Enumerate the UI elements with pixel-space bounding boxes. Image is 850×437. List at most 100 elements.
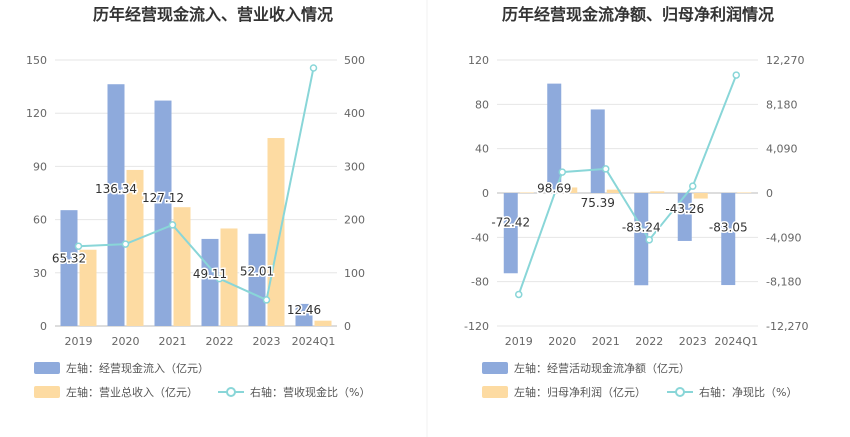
line-series-net-cash-ratio — [515, 71, 740, 299]
left-axis-tick-label: 40 — [475, 143, 489, 156]
chart-legend: 左轴：经营现金流入（亿元） 左轴：营业总收入（亿元） 右轴：营收现金比（%） — [34, 361, 370, 399]
right-axis-tick-label: 400 — [344, 107, 365, 120]
series-line — [517, 74, 738, 295]
right-axis-tick-label: 500 — [344, 54, 365, 67]
bar — [295, 303, 313, 326]
line-point — [515, 290, 523, 299]
chart-title: 历年经营现金流净额、归母净利润情况 — [502, 5, 774, 24]
right-axis-tick-label: 100 — [344, 267, 365, 280]
line-point — [645, 236, 653, 244]
bar — [154, 100, 172, 326]
bar — [563, 187, 578, 193]
legend-swatch-cash-inflow — [34, 362, 60, 374]
left-axis-tick-label: 0 — [40, 320, 47, 333]
left-axis-tick-label: 60 — [33, 214, 47, 227]
x-axis-tick-label: 2022 — [206, 335, 234, 348]
line-point — [558, 168, 566, 176]
legend-label-revenue: 左轴：营业总收入（亿元） — [66, 385, 198, 399]
data-label: 127.12 — [142, 191, 184, 205]
right-axis-tick-label: 8,180 — [766, 98, 798, 111]
right-axis-tick-label: -4,090 — [766, 231, 801, 244]
line-point — [732, 71, 740, 79]
x-axis-tick-label: 2024Q1 — [714, 335, 758, 348]
right-axis-tick-label: 200 — [344, 214, 365, 227]
bar — [634, 193, 649, 286]
left-axis-tick-label: 120 — [26, 107, 47, 120]
chart-grid — [497, 59, 758, 327]
legend-swatch-net-profit — [482, 386, 508, 398]
bar — [503, 193, 518, 274]
legend-label-net-cash-ratio: 右轴：净现比（%） — [699, 385, 797, 399]
left-axis-tick-label: -80 — [471, 276, 489, 289]
legend-label-cash-inflow: 左轴：经营现金流入（亿元） — [66, 361, 209, 375]
right-axis-tick-label: 12,270 — [766, 54, 805, 67]
data-label: -43.26 — [665, 202, 704, 216]
bar-series-net-profit — [519, 187, 752, 199]
data-labels: 65.32 136.34 127.12 49.11 52.01 12.46 — [50, 181, 322, 319]
left-axis-tick-label: 30 — [33, 267, 47, 280]
bar — [126, 169, 144, 326]
left-axis-tick-label: 150 — [26, 54, 47, 67]
bar — [547, 83, 562, 193]
data-label: 136.34 — [95, 182, 137, 196]
bar — [201, 238, 219, 326]
x-axis-tick-label: 2023 — [679, 335, 707, 348]
bar — [721, 193, 736, 286]
line-point — [309, 64, 318, 72]
bar — [79, 249, 97, 326]
bar-series-cash-inflow — [60, 84, 313, 327]
x-axis-tick-label: 2019 — [65, 335, 93, 348]
bar — [173, 207, 191, 326]
series-line — [78, 67, 315, 302]
bar — [519, 192, 534, 193]
left-axis-tick-label: 90 — [33, 160, 47, 173]
legend-marker-cash-ratio — [226, 387, 236, 397]
x-axis-tick-label: 2022 — [635, 335, 663, 348]
line-point — [74, 242, 83, 250]
line-point — [689, 182, 697, 190]
chart-title: 历年经营现金流入、营业收入情况 — [93, 5, 333, 24]
left-axis-tick-label: 120 — [468, 54, 489, 67]
data-label: -83.24 — [622, 221, 661, 235]
bar-series-revenue — [79, 138, 332, 326]
data-label: 49.11 — [193, 267, 227, 281]
x-axis-tick-label: 2020 — [112, 335, 140, 348]
x-axis-tick-label: 2019 — [505, 335, 533, 348]
legend-label-net-operating-cash: 左轴：经营活动现金流净额（亿元） — [514, 361, 690, 375]
legend-marker-net-cash-ratio — [675, 387, 685, 397]
bar — [677, 193, 692, 241]
right-axis-tick-label: 4,090 — [766, 143, 798, 156]
axis-labels: 0 0 30 100 60 200 90 300 120 400 150 500 2019 2020 202… — [26, 54, 365, 348]
chart-panel-cash-inflow-revenue: 历年经营现金流入、营业收入情况 65.32 136.34 127.12 49.11 52… — [26, 5, 370, 399]
right-axis-tick-label: 0 — [344, 320, 351, 333]
data-labels: -72.42 98.69 75.39 -83.24 -43.26 -83.05 — [490, 180, 749, 236]
bar-series-net-operating-cash — [503, 83, 736, 286]
line-point — [168, 221, 177, 229]
left-axis-tick-label: -40 — [471, 231, 489, 244]
line-point — [215, 274, 224, 283]
right-axis-tick-label: -12,270 — [766, 320, 808, 333]
line-series-cash-ratio — [74, 64, 318, 304]
line-point — [602, 165, 610, 173]
bar — [737, 192, 752, 193]
bar — [650, 191, 665, 193]
chart-grid — [55, 59, 337, 327]
bar — [693, 193, 708, 199]
legend-swatch-revenue — [34, 386, 60, 398]
x-axis-tick-label: 2021 — [159, 335, 187, 348]
right-axis-tick-label: 0 — [766, 187, 773, 200]
x-axis-tick-label: 2024Q1 — [292, 335, 336, 348]
x-axis-tick-label: 2023 — [253, 335, 281, 348]
bar — [606, 189, 621, 193]
line-point — [262, 296, 271, 304]
chart-legend: 左轴：经营活动现金流净额（亿元） 左轴：归母净利润（亿元） 右轴：净现比（%） — [482, 361, 797, 399]
left-axis-tick-label: -120 — [464, 320, 489, 333]
bar — [590, 109, 605, 193]
data-label: 98.69 — [537, 182, 571, 196]
legend-swatch-net-operating-cash — [482, 362, 508, 374]
right-axis-tick-label: -8,180 — [766, 276, 801, 289]
right-axis-tick-label: 300 — [344, 160, 365, 173]
bar — [248, 233, 266, 326]
data-label: -72.42 — [491, 216, 530, 230]
